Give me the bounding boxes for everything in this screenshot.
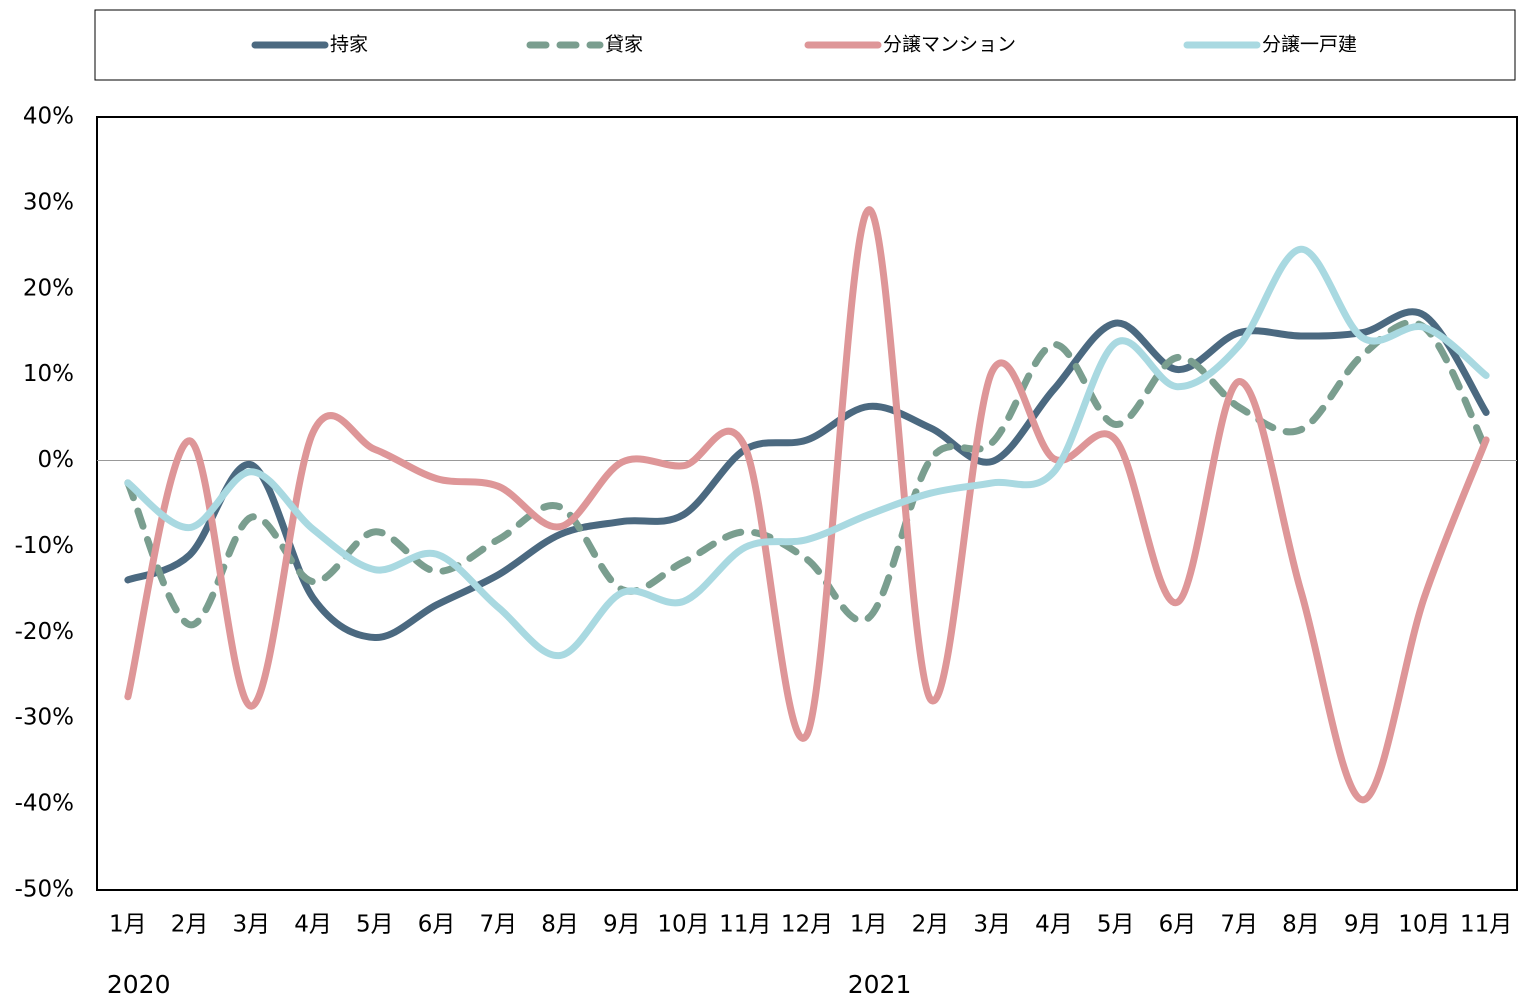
x-tick-label: 10月	[1398, 912, 1450, 938]
legend-label: 持家	[330, 34, 368, 56]
x-tick-label: 10月	[657, 912, 709, 938]
x-tick-label: 3月	[973, 912, 1011, 938]
x-tick-label: 12月	[781, 912, 833, 938]
series-line	[124, 319, 1490, 629]
x-group-label: 2020	[107, 970, 171, 999]
x-tick-label: 7月	[1220, 912, 1258, 938]
x-tick-label: 9月	[1344, 912, 1382, 938]
y-tick-label: 20%	[23, 275, 74, 301]
legend-label: 分譲マンション	[883, 34, 1016, 56]
x-tick-label: 1月	[850, 912, 888, 938]
x-tick-label: 4月	[294, 912, 332, 938]
x-tick-label: 2月	[912, 912, 950, 938]
x-tick-label: 8月	[1282, 912, 1320, 938]
y-tick-label: 30%	[23, 189, 74, 215]
y-tick-label: 0%	[38, 447, 75, 473]
x-tick-label: 6月	[418, 912, 456, 938]
legend-label: 分譲一戸建	[1262, 34, 1357, 56]
x-tick-label: 11月	[1460, 912, 1512, 938]
x-tick-label: 2月	[171, 912, 209, 938]
legend-label: 貸家	[605, 34, 643, 56]
series-line	[124, 308, 1490, 641]
plot-area	[96, 116, 1518, 891]
x-tick-label: 8月	[541, 912, 579, 938]
series-line	[124, 245, 1490, 660]
x-tick-label: 11月	[719, 912, 771, 938]
x-tick-label: 7月	[479, 912, 517, 938]
y-tick-label: -30%	[15, 705, 74, 731]
legend-box	[94, 9, 1516, 81]
x-tick-label: 5月	[1097, 912, 1135, 938]
x-tick-label: 3月	[233, 912, 271, 938]
y-tick-label: -50%	[15, 877, 74, 903]
y-tick-label: -10%	[15, 533, 74, 559]
y-tick-label: -40%	[15, 791, 74, 817]
x-group-label: 2021	[848, 970, 912, 999]
y-tick-label: 40%	[23, 104, 74, 130]
series-line	[124, 206, 1490, 804]
x-tick-label: 9月	[603, 912, 641, 938]
x-tick-label: 6月	[1159, 912, 1197, 938]
x-tick-label: 1月	[109, 912, 147, 938]
y-tick-label: 10%	[23, 361, 74, 387]
x-tick-label: 5月	[356, 912, 394, 938]
y-tick-label: -20%	[15, 619, 74, 645]
x-tick-label: 4月	[1035, 912, 1073, 938]
